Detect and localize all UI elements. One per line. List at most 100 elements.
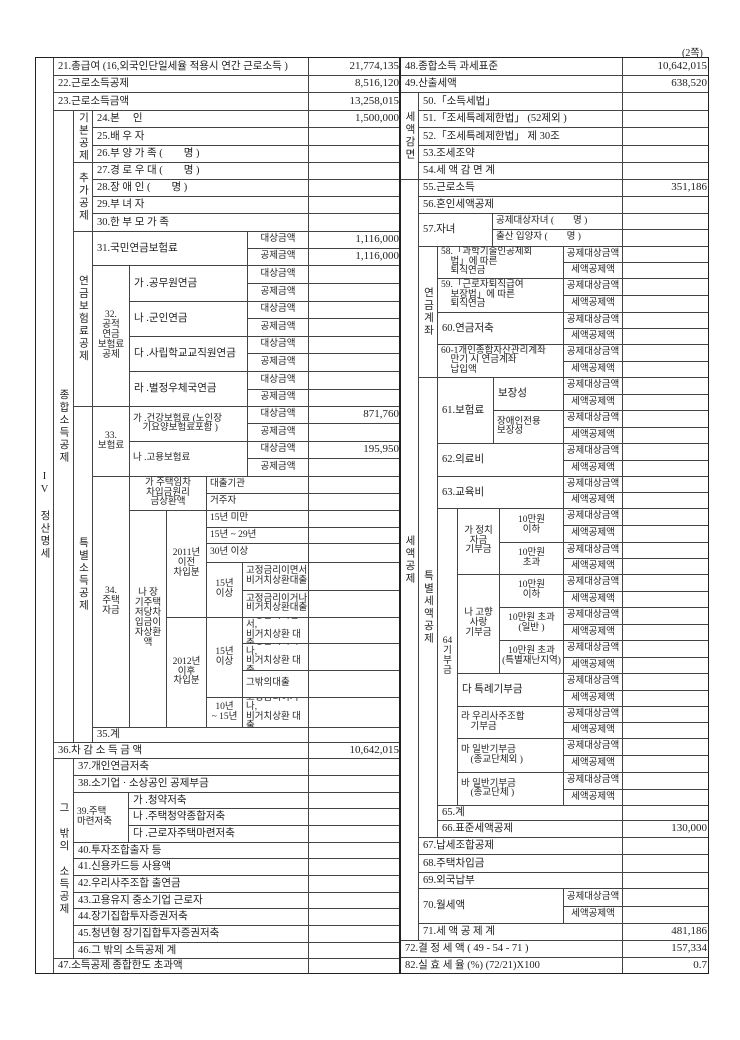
value-cell	[622, 92, 709, 111]
sub-label: 공제대상금액	[563, 888, 623, 907]
sub-label: 공제금액	[247, 248, 309, 266]
left-r26-label-cell: 26.부 양 가 족 ( 명 )	[92, 145, 309, 163]
left-r34-y10to15-cell: 10년 ~ 15년	[206, 697, 243, 728]
left-r34-after2012-cell: 2012년 이후 차입분	[166, 617, 207, 728]
value-cell	[308, 858, 401, 876]
left-r28-label-cell: 28.장 애 인 ( 명 )	[92, 179, 309, 197]
sub-label: 세액공제액	[563, 690, 623, 707]
left-r23-label-cell: 23.근로소득금액	[53, 92, 309, 111]
right-r64-na_items-1-cell: 10만원 초과 (일반 )	[499, 607, 564, 641]
left-r34-fixed_and2-cell: 고정금리이면서, 비거치상환 대출	[242, 617, 309, 644]
value-cell	[622, 854, 709, 873]
sub-label: 세액공제액	[563, 789, 623, 806]
sub-label: 세액공제액	[563, 492, 623, 509]
left-r34-over15a-cell: 15년 이상	[206, 562, 243, 618]
page-marker: (2쪽)	[682, 48, 703, 59]
value-cell	[622, 196, 709, 214]
sub-label: 세액공제액	[563, 755, 623, 773]
left-r34-fixed_or2-cell: 고정금리이거나, 비거치상환 대출	[242, 643, 309, 671]
right-r70-label-cell: 70.월세액	[418, 888, 564, 924]
left-r34-fixed_and-cell: 고정금리이면서 비거치상환대출	[242, 562, 309, 591]
value-cell	[308, 527, 401, 544]
group-label: 64 기 부 금	[437, 508, 458, 806]
value-cell	[308, 825, 401, 843]
group-label: 연금보험료공제	[73, 231, 93, 407]
value-cell	[308, 493, 401, 511]
sub-label: 세액공제액	[563, 295, 623, 313]
value-cell: 0.7	[622, 957, 709, 974]
left-r24-label-cell: 24.본 인	[92, 110, 309, 128]
right-r51-label-cell: 51.「조세특례제한법」 (52제외 )	[418, 110, 623, 128]
sub-label: 공제대상금액	[563, 246, 623, 263]
value-cell	[622, 888, 709, 907]
sub-label: 세액공제액	[563, 361, 623, 378]
value-cell	[622, 906, 709, 924]
group-label: 그 밖의 소득공제	[53, 758, 74, 959]
right-r55-label-cell: 55.근로소득	[418, 179, 623, 197]
right-r64-ba-cell: 바 일반기부금 (종교단체 )	[457, 772, 564, 806]
value-cell	[622, 145, 709, 163]
value-cell	[308, 283, 401, 302]
left-r34-over30-cell: 30년 이상	[206, 543, 309, 563]
value-cell	[622, 872, 709, 889]
value-cell	[308, 336, 401, 354]
value-cell	[308, 301, 401, 319]
left-r45-label-cell: 45.청년형 장기집합투자증권저축	[73, 925, 309, 943]
value-cell	[308, 389, 401, 407]
right-r64-da-cell: 다 특례기부금	[457, 673, 564, 707]
value-cell	[308, 643, 401, 671]
value-cell: 8,516,120	[308, 75, 401, 93]
left-r32-items-3-cell: 라 .별정우체국연금	[129, 371, 248, 407]
left-r39-items-0-cell: 가 .청약저축	[128, 792, 309, 809]
value-cell	[308, 318, 401, 337]
sub-label: 공제대상금액	[563, 410, 623, 428]
value-cell	[308, 842, 401, 859]
sub-label: 공제대상금액	[563, 640, 623, 658]
left-r38-label-cell: 38.소기업 · 소상공인 공제부금	[73, 775, 309, 793]
group-label: 특별소득공제	[73, 406, 93, 743]
value-cell	[308, 892, 401, 909]
right-r62-label-cell: 62.의료비	[437, 443, 564, 477]
left-r34-lender-cell: 대출기관	[206, 476, 309, 494]
left-r43-label-cell: 43.고용유지 중소기업 근로자	[73, 892, 309, 909]
right-r64-na_items-0-cell: 10만원 이하	[499, 574, 564, 608]
sub-label: 대상금액	[247, 441, 309, 459]
value-cell	[622, 542, 709, 559]
value-cell	[622, 690, 709, 707]
left-r35-label-cell: 35.계	[92, 727, 309, 743]
sub-label: 공제대상금액	[563, 738, 623, 756]
value-cell: 157,334	[622, 940, 709, 958]
value-cell	[622, 558, 709, 575]
value-cell	[622, 278, 709, 296]
sub-label: 세액공제액	[563, 558, 623, 575]
value-cell	[308, 697, 401, 728]
value-cell	[622, 508, 709, 526]
right-r57-subs-1-cell: 출산 입양자 ( 명 )	[492, 229, 623, 247]
value-cell	[622, 443, 709, 461]
value-cell: 195,950	[308, 441, 401, 459]
sub-label: 세액공제액	[563, 525, 623, 543]
value-cell: 10,642,015	[308, 742, 401, 759]
left-r34-over15b-cell: 15년 이상	[206, 617, 243, 698]
value-cell: 638,520	[622, 75, 709, 93]
left-r34-fixed_or-cell: 고정금리이거나 비거치상환대출	[242, 590, 309, 618]
value-cell	[622, 246, 709, 263]
value-cell	[622, 574, 709, 592]
sub-label: 대상금액	[247, 406, 309, 424]
sub-label: 세액공제액	[563, 328, 623, 345]
value-cell	[622, 789, 709, 806]
value-cell	[308, 875, 401, 893]
sub-label: 공제대상금액	[563, 476, 623, 493]
right-r64-ga_items-1-cell: 10만원 초과	[499, 542, 564, 575]
value-cell	[622, 410, 709, 428]
value-cell: 1,116,000	[308, 231, 401, 249]
left-r34-y15to29-cell: 15년 ~ 29년	[206, 527, 309, 544]
value-cell	[308, 590, 401, 618]
value-cell	[308, 476, 401, 494]
value-cell	[622, 312, 709, 329]
column-divider	[399, 57, 401, 974]
sub-label: 대상금액	[247, 301, 309, 319]
right-r59-label-cell: 59.「근로자퇴직급여 보장법」에 따른 퇴직연금	[437, 278, 564, 313]
left-r34-before2011-cell: 2011년 이전 차입분	[166, 510, 207, 618]
left-r42-label-cell: 42.우리사주조합 출연금	[73, 875, 309, 893]
